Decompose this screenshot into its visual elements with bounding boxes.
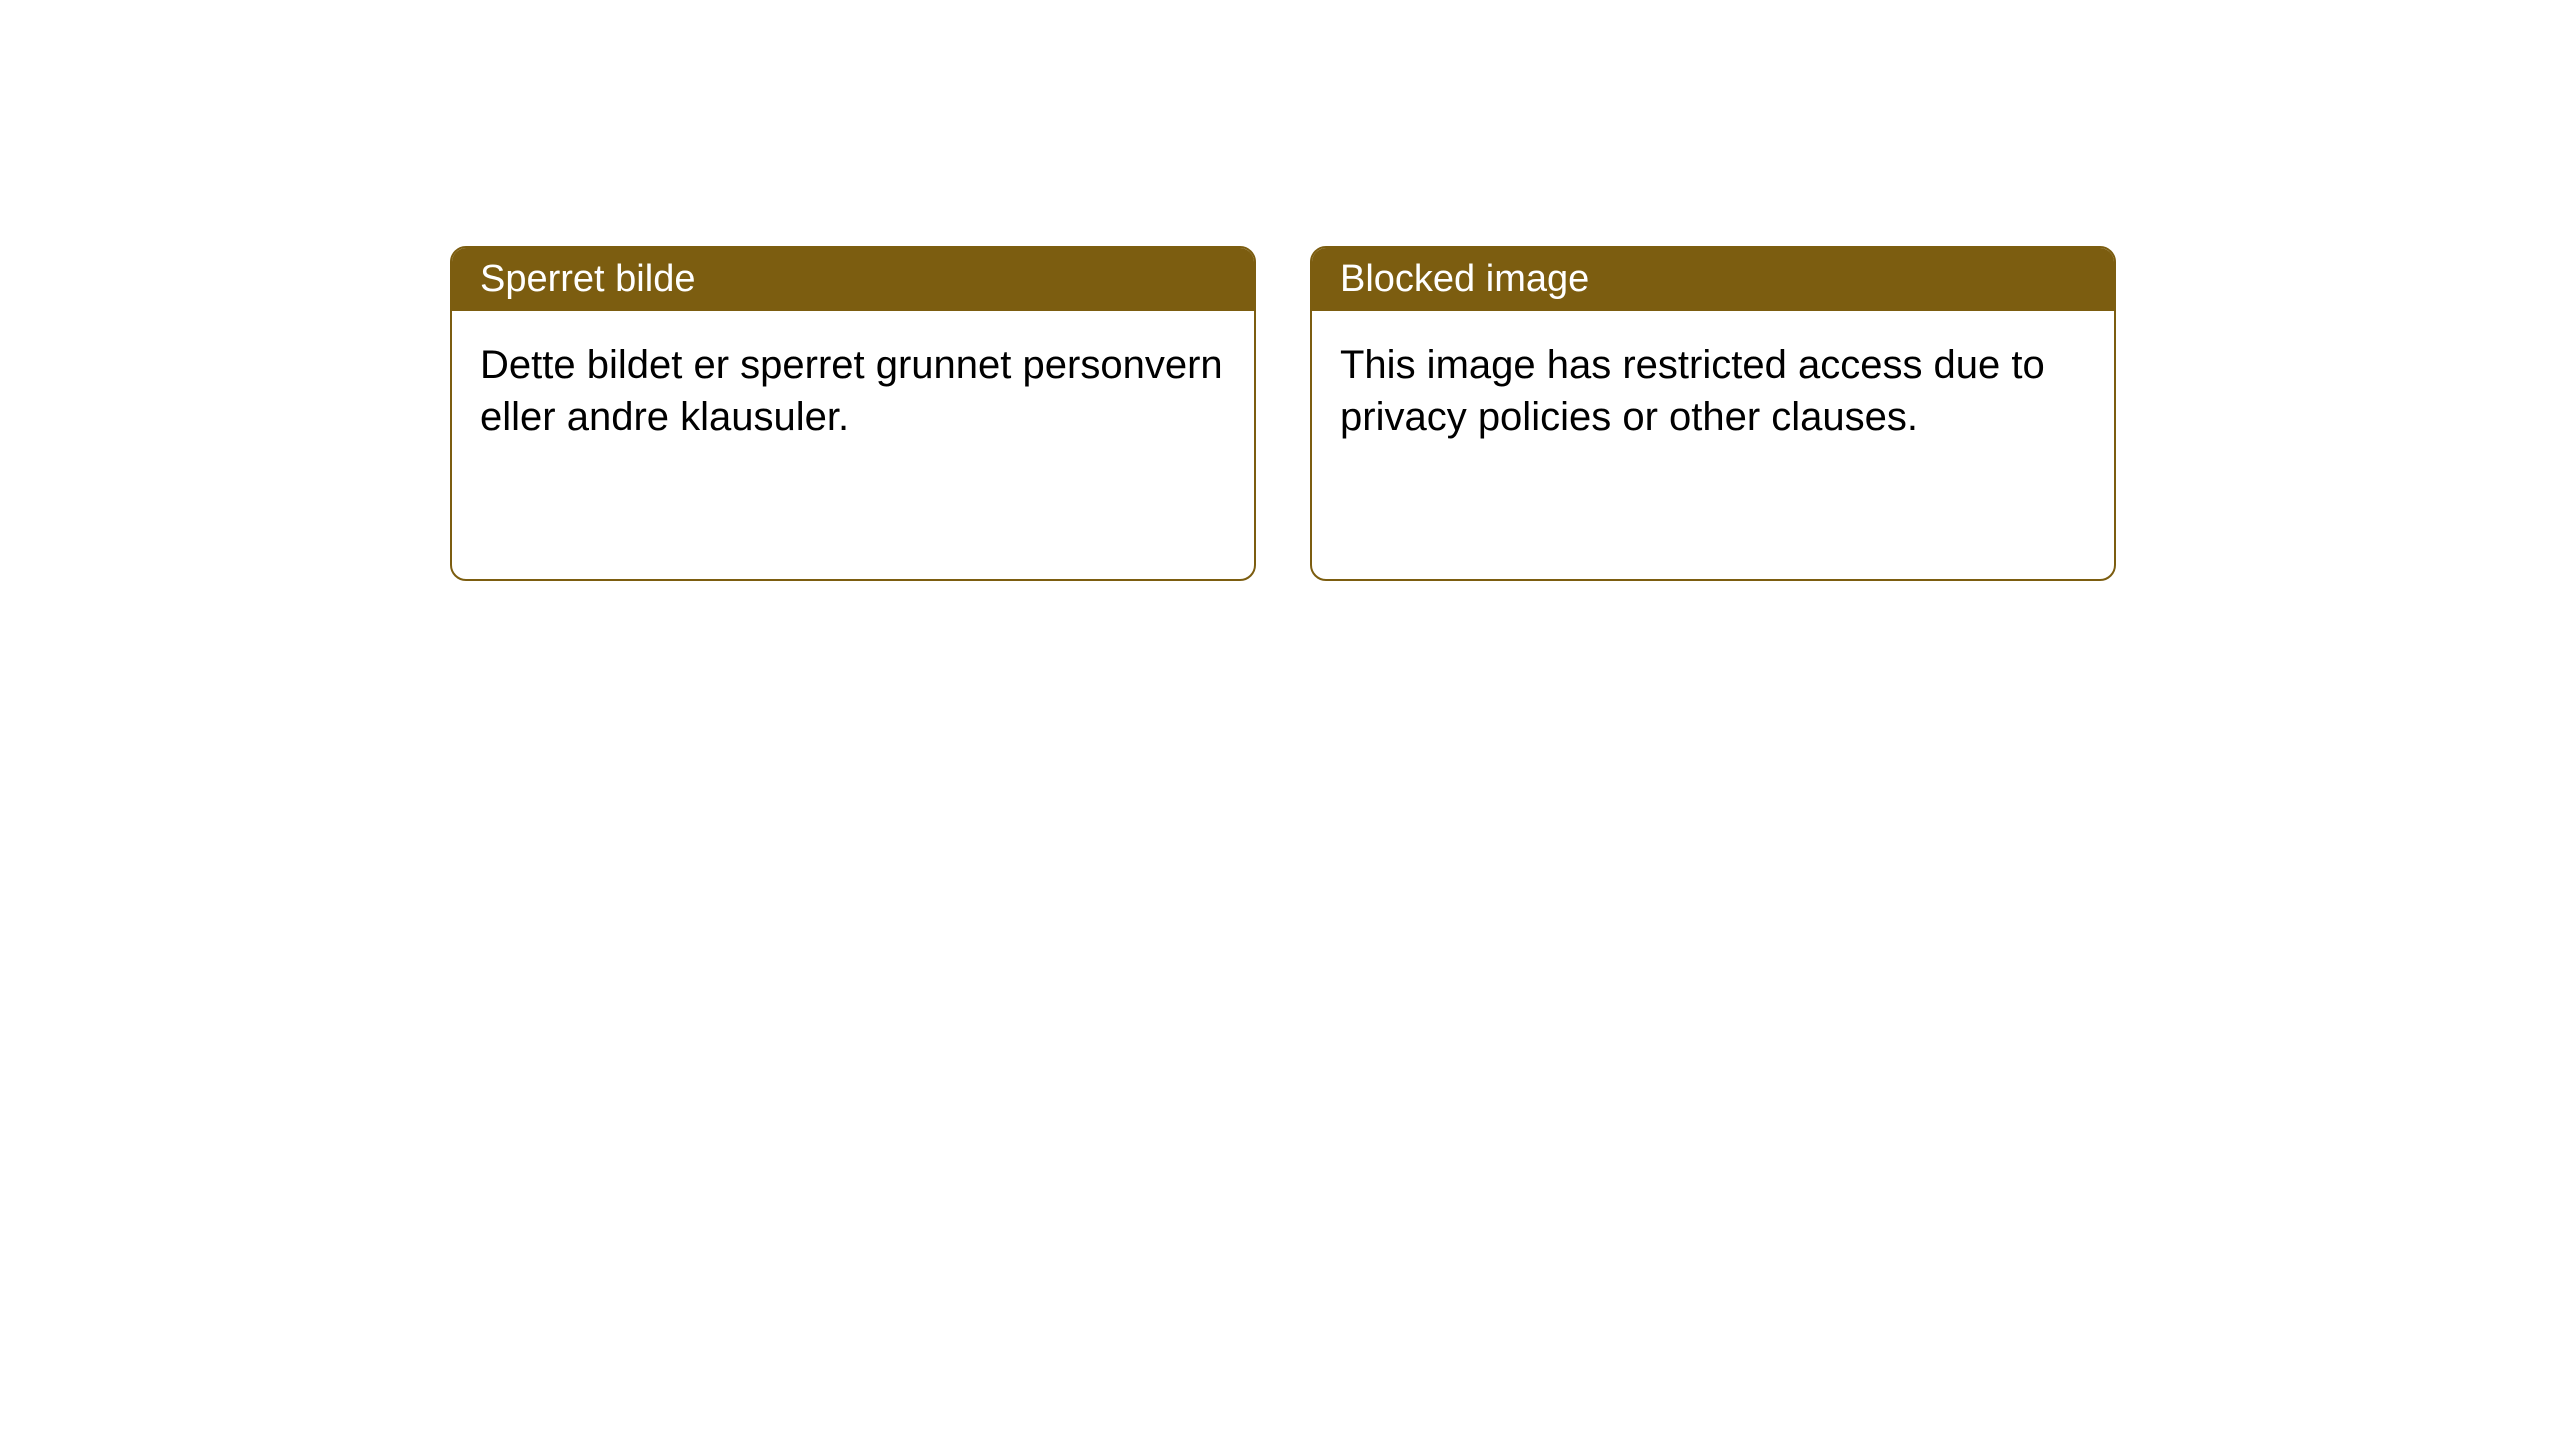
blocked-image-card-norwegian: Sperret bilde Dette bildet er sperret gr…: [450, 246, 1256, 581]
card-header-english: Blocked image: [1312, 248, 2114, 311]
card-body-norwegian: Dette bildet er sperret grunnet personve…: [452, 311, 1254, 471]
blocked-image-notices: Sperret bilde Dette bildet er sperret gr…: [0, 246, 2560, 581]
card-header-norwegian: Sperret bilde: [452, 248, 1254, 311]
card-body-english: This image has restricted access due to …: [1312, 311, 2114, 471]
blocked-image-card-english: Blocked image This image has restricted …: [1310, 246, 2116, 581]
